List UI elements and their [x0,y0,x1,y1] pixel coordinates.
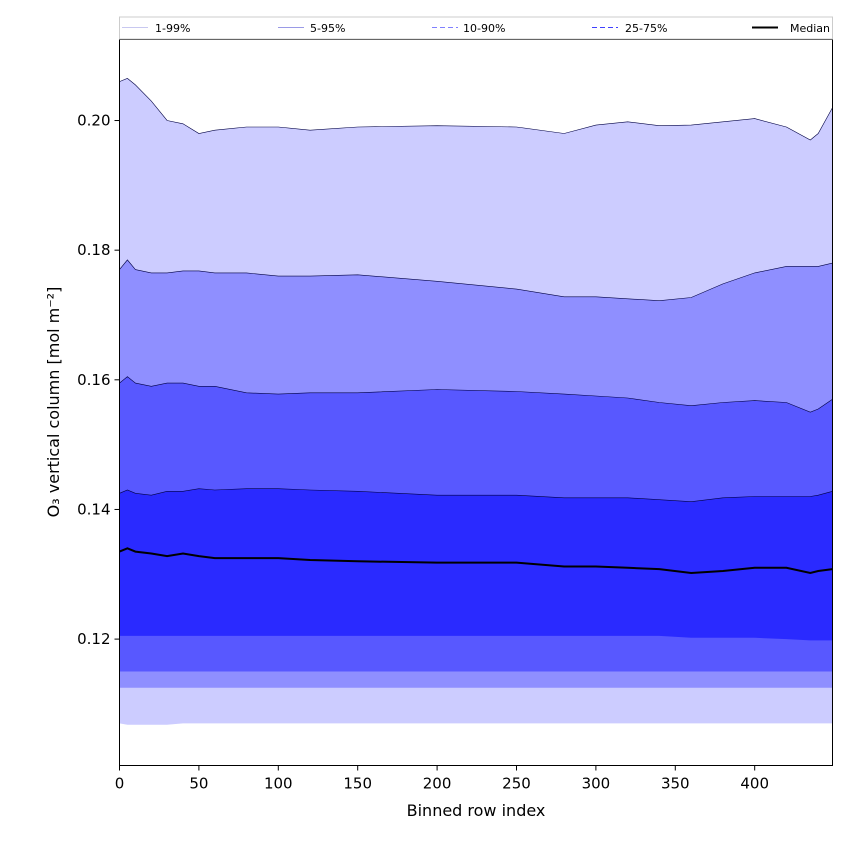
band-10-90-upper-edge [119,376,833,413]
y-tick-label: 0.16 [77,371,110,389]
legend: 1-99% 5-95% 10-90% 25-75% Median [119,16,833,40]
y-tick-label: 0.20 [77,112,110,130]
x-tick-label: 100 [264,775,293,793]
legend-label: 10-90% [463,22,505,35]
x-tick-label: 0 [115,775,125,793]
x-axis: 0 50 100 150 200 250 300 350 400 [115,765,769,793]
y-tick-label: 0.14 [77,500,110,518]
x-tick-label: 50 [189,775,208,793]
band-25-75-upper-edge [119,488,833,503]
median-line [119,547,833,575]
x-tick-label: 400 [740,775,769,793]
band-1-99-upper-edge [119,78,833,141]
band-25-75 [119,488,833,641]
x-tick-label: 150 [343,775,372,793]
x-tick-label: 350 [661,775,690,793]
legend-label: 25-75% [625,22,667,35]
plot-area [119,78,833,725]
legend-label: Median [790,22,830,35]
y-axis: 0.12 0.14 0.16 0.18 0.20 [77,112,120,648]
band-5-95-upper-edge [119,259,833,302]
x-tick-label: 200 [423,775,452,793]
y-tick-label: 0.18 [77,241,110,259]
x-tick-label: 250 [502,775,531,793]
legend-label: 5-95% [310,22,345,35]
legend-box [119,16,833,40]
legend-label: 1-99% [155,22,190,35]
x-axis-label: Binned row index [407,801,546,820]
y-axis-label: O₃ vertical column [mol m⁻²] [44,287,63,518]
x-tick-label: 300 [582,775,611,793]
y-tick-label: 0.12 [77,630,110,648]
